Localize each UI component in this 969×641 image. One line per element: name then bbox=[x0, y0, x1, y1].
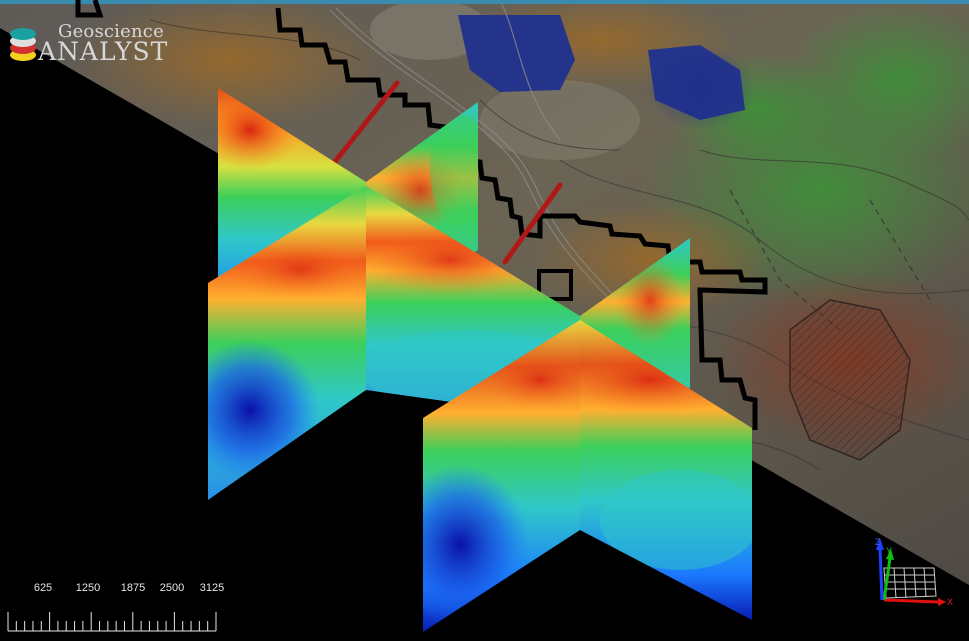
z-axis-label: Z bbox=[875, 537, 881, 547]
section-panel-3[interactable] bbox=[390, 320, 760, 632]
scale-bar-tick-marks bbox=[7, 612, 217, 631]
x-axis-label: X bbox=[947, 597, 953, 607]
geoscience-analyst-logo: Geoscience ANALYST bbox=[8, 18, 178, 68]
y-axis-label: Y bbox=[886, 546, 892, 556]
scale-label-1: 625 bbox=[33, 582, 53, 594]
claim-boundary-tail bbox=[75, 0, 104, 18]
scale-label-2: 1250 bbox=[75, 582, 101, 594]
claim-boundary bbox=[275, 7, 768, 430]
x-axis-arrow bbox=[883, 598, 939, 604]
scale-label-3: 1875 bbox=[120, 582, 146, 594]
drillholes bbox=[327, 80, 563, 265]
scale-bar: 625 1250 1875 2500 3125 bbox=[6, 582, 226, 632]
scale-label-4: 2500 bbox=[159, 582, 185, 594]
y-axis-arrow bbox=[882, 557, 892, 601]
layers-logo-icon bbox=[10, 28, 36, 61]
axis-orientation-icon[interactable]: Z Y X bbox=[862, 532, 954, 624]
logo-text-analyst: ANALYST bbox=[38, 37, 169, 66]
scale-label-5: 3125 bbox=[199, 582, 225, 594]
logo-text-geoscience: Geoscience bbox=[58, 21, 164, 42]
z-axis-arrow bbox=[878, 547, 884, 601]
small-boundary-box bbox=[537, 269, 573, 301]
axis-grid bbox=[883, 567, 937, 599]
